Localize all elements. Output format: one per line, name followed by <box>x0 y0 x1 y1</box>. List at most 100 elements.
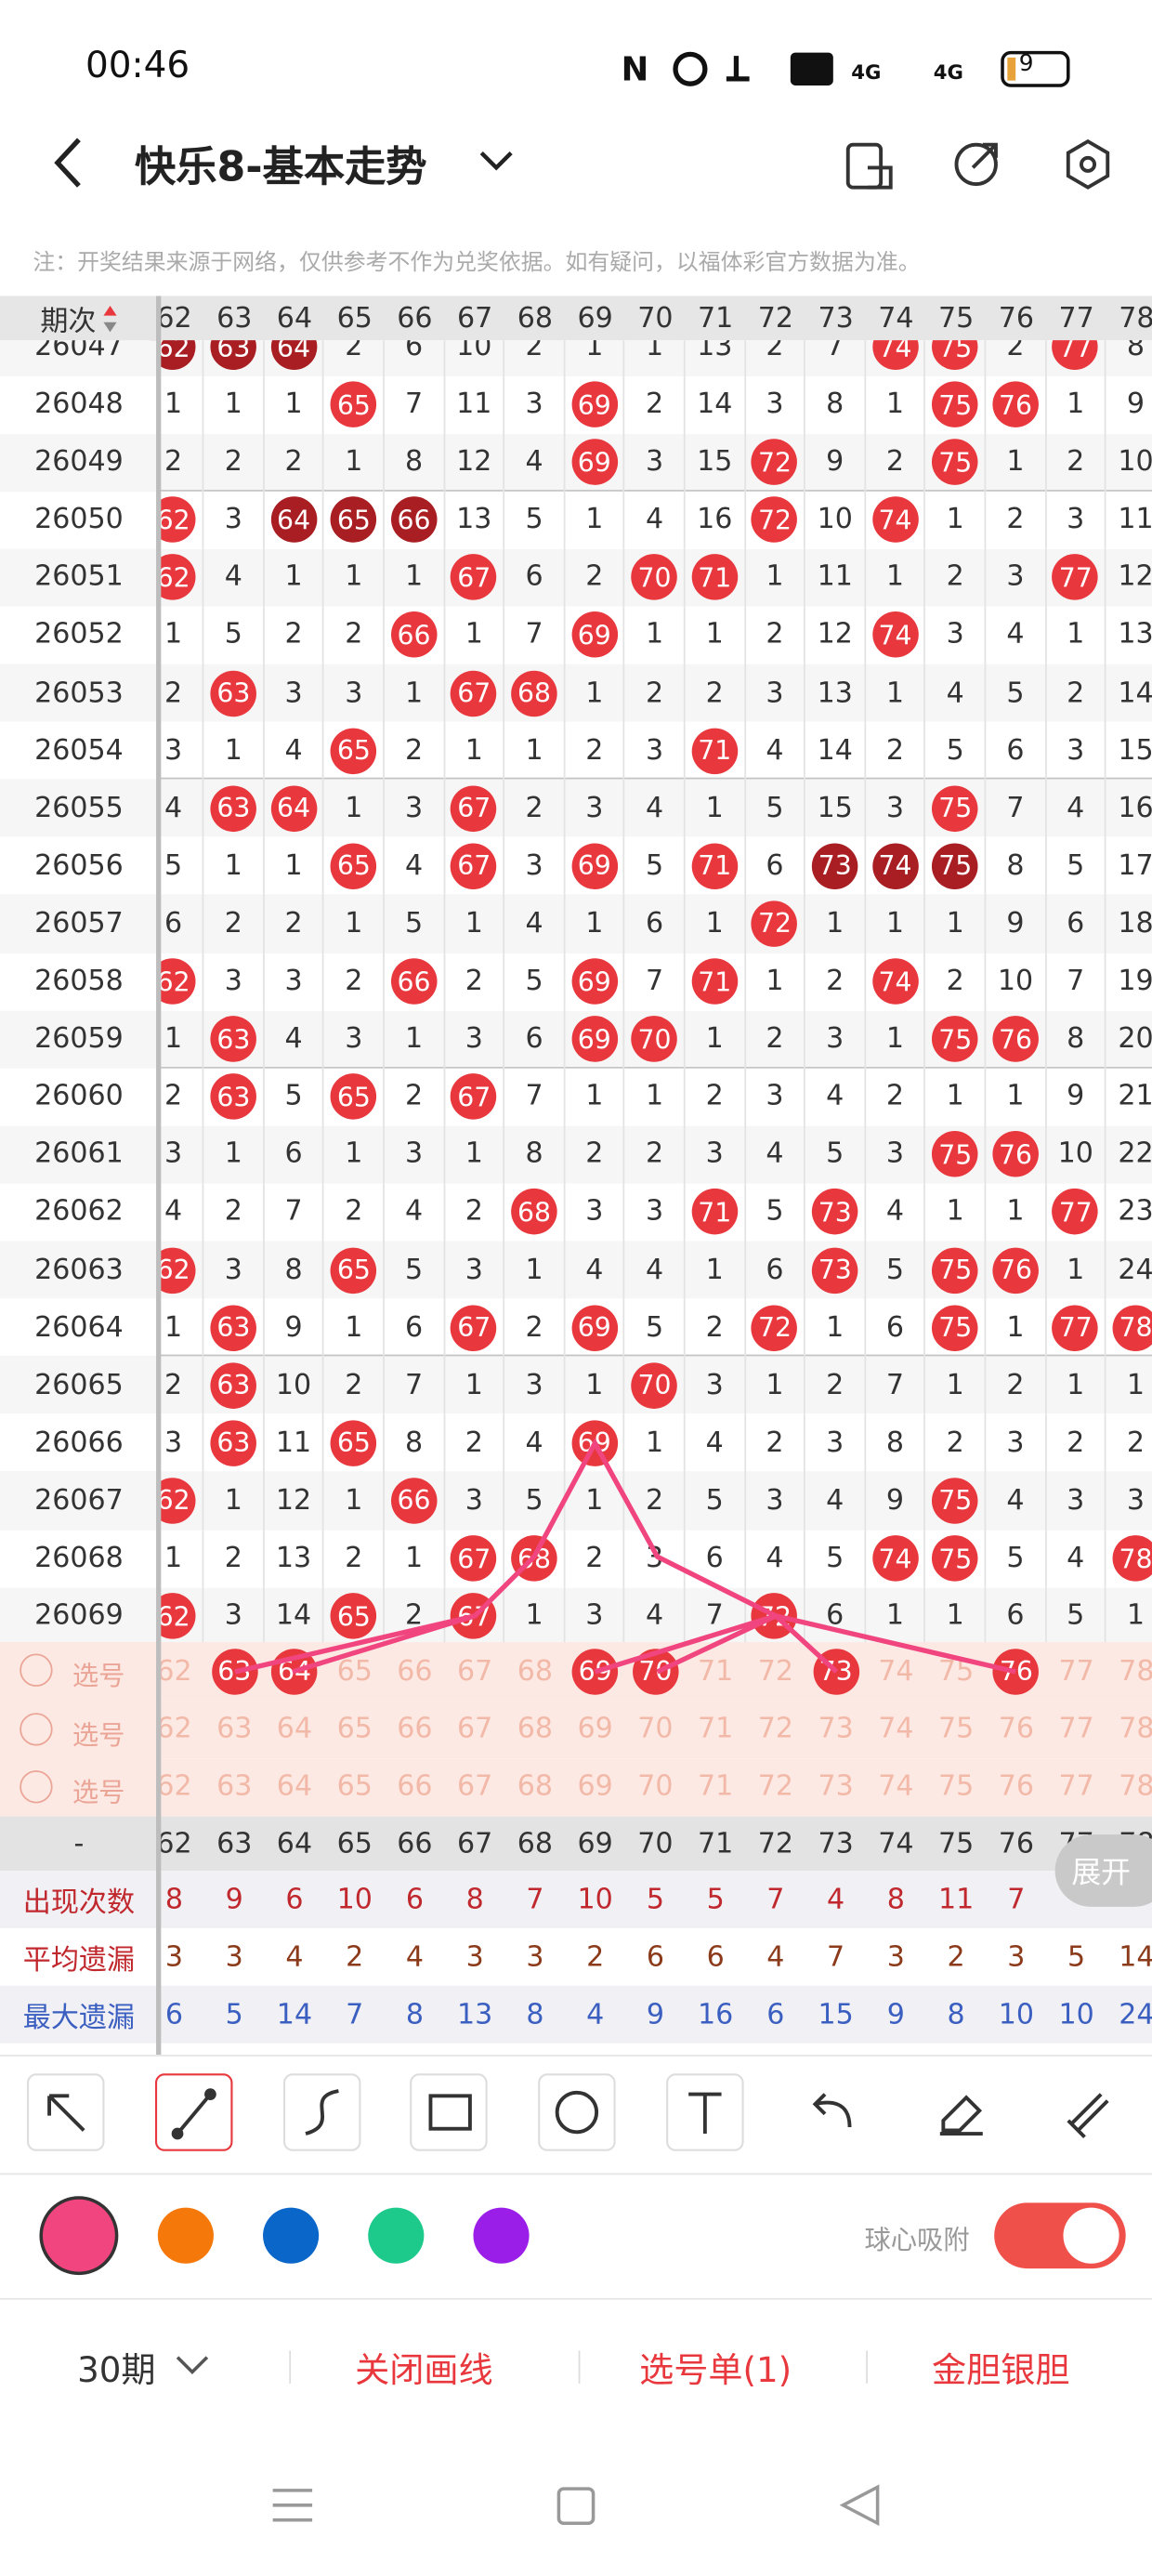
pick-cell[interactable]: 71 <box>698 1655 734 1689</box>
pick-cell[interactable]: 65 <box>336 1770 373 1804</box>
pick-cell[interactable]: 68 <box>517 1770 554 1804</box>
pick-cell[interactable]: 67 <box>457 1655 493 1689</box>
pick-cell[interactable]: 78 <box>1119 1713 1152 1746</box>
pick-cell[interactable]: 77 <box>1058 1770 1094 1804</box>
cell: 71 <box>686 953 746 1011</box>
cell: 63 <box>204 1068 265 1126</box>
pick-cell[interactable]: 75 <box>937 1770 975 1804</box>
pick-cell[interactable]: 68 <box>517 1713 554 1746</box>
sort-icon[interactable] <box>101 303 118 333</box>
pick-cell[interactable]: 72 <box>757 1713 794 1746</box>
stats-value: 5 <box>646 1883 664 1916</box>
cell: 1 <box>565 895 626 953</box>
close-drawing-button[interactable]: 关闭画线 <box>355 2350 493 2390</box>
pick-cell[interactable]: 63 <box>216 1713 253 1746</box>
back-button[interactable] <box>46 135 96 191</box>
pick-list-button[interactable]: 选号单(1) <box>639 2350 792 2390</box>
pick-label-cell: 选号 <box>0 1642 158 1701</box>
pick-cell[interactable]: 69 <box>577 1713 613 1746</box>
pick-cell[interactable]: 72 <box>757 1655 794 1689</box>
selected-ball[interactable]: 69 <box>571 1649 619 1695</box>
pick-cell[interactable]: 74 <box>878 1655 914 1689</box>
gold-silver-button[interactable]: 金胆银胆 <box>931 2350 1070 2390</box>
pick-cell[interactable]: 64 <box>265 1643 325 1701</box>
pick-cell[interactable]: 72 <box>757 1770 794 1804</box>
color-picker[interactable] <box>0 2187 1152 2285</box>
draw-toolbar[interactable] <box>0 2068 1152 2160</box>
cell: 77 <box>1046 548 1106 607</box>
pick-cell[interactable]: 74 <box>878 1713 914 1746</box>
cell: 4 <box>385 1183 445 1242</box>
period-dropdown[interactable] <box>175 2351 211 2381</box>
pick-cell[interactable]: 63 <box>204 1643 265 1701</box>
pick-cell[interactable]: 78 <box>1119 1655 1152 1689</box>
pick-cell[interactable]: 73 <box>805 1643 866 1701</box>
pick-cell[interactable]: 73 <box>818 1713 854 1746</box>
number-ball: 74 <box>871 496 919 544</box>
header-actions[interactable] <box>838 132 1133 198</box>
cell: 3 <box>746 375 806 434</box>
cell: 2 <box>204 1183 265 1242</box>
pick-cell[interactable]: 69 <box>565 1643 625 1701</box>
pick-cell[interactable]: 62 <box>156 1770 192 1804</box>
number-ball: 64 <box>270 340 317 371</box>
pick-cell[interactable]: 68 <box>517 1655 554 1689</box>
pick-cell[interactable]: 73 <box>818 1770 854 1804</box>
pick-cell[interactable]: 77 <box>1058 1713 1094 1746</box>
pick-cell[interactable]: 71 <box>698 1770 734 1804</box>
pick-cell[interactable]: 62 <box>156 1713 192 1746</box>
stats-value: 3 <box>164 1940 184 1974</box>
period-select[interactable]: 30期 <box>77 2350 156 2390</box>
pick-radio[interactable] <box>20 1769 53 1803</box>
pick-cell[interactable]: 76 <box>998 1770 1034 1804</box>
pick-cell[interactable]: 76 <box>998 1713 1034 1746</box>
cell: 1 <box>445 606 505 664</box>
cell: 2 <box>805 953 867 1011</box>
pick-cell[interactable]: 63 <box>216 1770 253 1804</box>
pick-cell[interactable]: 77 <box>1058 1655 1094 1689</box>
selected-ball[interactable]: 73 <box>812 1649 859 1695</box>
pick-cell[interactable]: 70 <box>625 1643 686 1701</box>
pick-cell[interactable]: 75 <box>937 1713 975 1746</box>
pick-cell[interactable]: 70 <box>637 1713 674 1746</box>
pick-radio[interactable] <box>20 1654 53 1688</box>
pick-cell[interactable]: 66 <box>397 1770 433 1804</box>
cell: 6 <box>385 1298 445 1357</box>
pick-cell[interactable]: 67 <box>457 1770 493 1804</box>
pick-cell[interactable]: 67 <box>457 1713 493 1746</box>
cell: 72 <box>746 1298 806 1357</box>
selected-ball[interactable]: 70 <box>632 1649 679 1695</box>
selected-ball[interactable]: 63 <box>211 1649 257 1695</box>
pick-cell[interactable]: 65 <box>336 1713 373 1746</box>
pick-radio[interactable] <box>20 1712 53 1745</box>
pick-cell[interactable]: 76 <box>987 1643 1047 1701</box>
pick-cell[interactable]: 66 <box>397 1713 433 1746</box>
pick-cell[interactable]: 64 <box>276 1770 313 1804</box>
pick-cell[interactable]: 65 <box>336 1655 373 1689</box>
nav-bar[interactable] <box>0 2465 1152 2547</box>
snap-label: 球心吸附 <box>864 2224 970 2255</box>
cell: 3 <box>866 1125 926 1184</box>
pick-cell[interactable]: 69 <box>577 1770 613 1804</box>
pick-cell[interactable]: 78 <box>1119 1770 1152 1804</box>
expand-button[interactable]: 展开 <box>1054 1834 1152 1907</box>
cell: 1 <box>625 1413 686 1472</box>
pick-cell[interactable]: 64 <box>276 1713 313 1746</box>
selected-ball[interactable]: 64 <box>271 1649 318 1695</box>
pick-cell[interactable]: 71 <box>698 1713 734 1746</box>
title-dropdown[interactable] <box>477 145 516 177</box>
pick-cell[interactable]: 66 <box>397 1655 433 1689</box>
pick-cell[interactable]: 62 <box>156 1655 192 1689</box>
pick-cell[interactable]: 70 <box>637 1770 674 1804</box>
period-cell: 26060 <box>0 1068 158 1126</box>
cell: 9 <box>1106 375 1152 433</box>
stats-value: 3 <box>886 1940 905 1974</box>
selected-ball[interactable]: 76 <box>993 1649 1040 1695</box>
pick-cell[interactable]: 74 <box>878 1770 914 1804</box>
number-ball: 69 <box>571 1304 618 1351</box>
cell: 2 <box>144 1356 204 1414</box>
cell: 3 <box>987 1413 1047 1472</box>
cell: 5 <box>505 491 566 549</box>
cell: 10 <box>805 491 867 549</box>
pick-cell[interactable]: 75 <box>937 1655 975 1689</box>
